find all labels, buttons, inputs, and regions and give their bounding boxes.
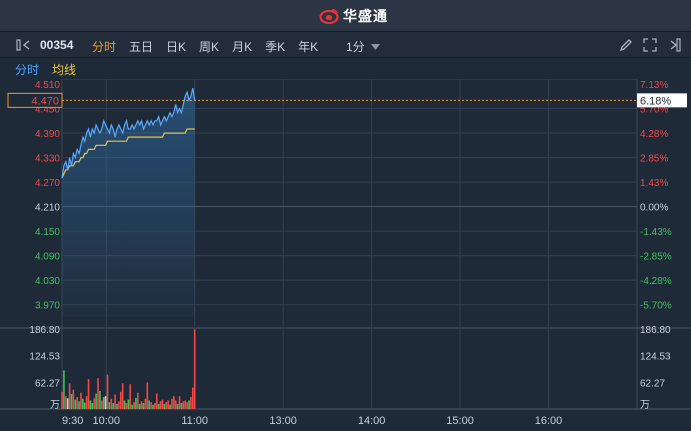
volume-unit-label-right: 万 <box>640 400 650 411</box>
time-tick-label: 15:00 <box>446 415 474 427</box>
pct-tick-label: -2.85% <box>640 252 672 263</box>
pct-tick-label: 4.28% <box>640 129 668 140</box>
avg-price-line <box>61 128 195 179</box>
time-tick-label: 16:00 <box>535 415 563 427</box>
period-tabs: 分时 五日 日K 周K 月K 季K 年K <box>92 38 331 55</box>
stock-code: 00354 <box>40 38 74 52</box>
pct-tick-label: -1.43% <box>640 227 672 238</box>
time-tick-label: 11:00 <box>181 415 208 427</box>
time-tick-label: 14:00 <box>358 415 386 427</box>
volume-tick-label: 62.27 <box>35 378 60 389</box>
volume-tick-label-right: 62.27 <box>640 378 665 389</box>
tab-daily-k[interactable]: 日K <box>166 40 187 54</box>
tab-yearly-k[interactable]: 年K <box>298 40 319 54</box>
time-tick-label: 13:00 <box>269 415 297 427</box>
price-tick-label: 4.510 <box>35 80 60 91</box>
tab-quarterly-k[interactable]: 季K <box>265 40 286 54</box>
price-line <box>61 87 196 179</box>
tab-five-day[interactable]: 五日 <box>129 40 154 54</box>
pct-tick-label: -5.70% <box>640 301 672 312</box>
pct-tick-label: 2.85% <box>640 154 668 165</box>
price-tick-label: 3.970 <box>35 301 60 312</box>
current-pct-tag <box>637 93 687 108</box>
pct-tick-label: 7.13% <box>640 80 668 91</box>
current-price-tag <box>7 92 63 108</box>
brand: 华盛通 <box>319 7 388 25</box>
price-tick-label: 4.270 <box>35 178 60 189</box>
price-tick-label: 4.450 <box>35 105 60 116</box>
price-tick-label: 4.390 <box>35 129 60 140</box>
collapse-panel-icon[interactable] <box>16 39 32 51</box>
pct-tick-label: 1.43% <box>640 178 668 189</box>
brand-name: 华盛通 <box>343 8 388 24</box>
intraday-chart[interactable]: 4.510 4.450 4.390 4.330 4.270 4.210 4.150 4.090… <box>0 79 691 431</box>
brand-logo-icon <box>319 8 339 24</box>
price-tick-label: 4.090 <box>35 252 60 263</box>
volume-tick-label-right: 124.53 <box>640 352 671 363</box>
volume-unit-label: 万 <box>50 400 60 411</box>
volume-tick-label-right: 186.80 <box>640 325 671 336</box>
pct-tick-label: 5.70% <box>640 105 668 116</box>
mode-label: 分时 <box>15 63 40 77</box>
volume-tick-label: 186.80 <box>29 325 60 336</box>
volume-tick-label: 124.53 <box>29 352 60 363</box>
fullscreen-icon[interactable] <box>643 38 657 52</box>
interval-select[interactable]: 1分 <box>346 38 380 55</box>
tab-weekly-k[interactable]: 周K <box>199 40 220 54</box>
draw-pencil-icon[interactable] <box>619 38 633 52</box>
title-bar: 华盛通 <box>0 0 691 32</box>
interval-value: 1分 <box>346 40 365 54</box>
avg-line-label: 均线 <box>52 63 77 77</box>
current-pct-value: 6.18% <box>640 95 671 107</box>
chevron-down-icon <box>370 43 380 50</box>
intraday-chart-canvas[interactable]: 4.510 4.450 4.390 4.330 4.270 4.210 4.150 4.090… <box>0 79 691 431</box>
time-tick-label: 10:00 <box>92 415 120 427</box>
toolbar-actions <box>609 38 681 52</box>
price-tick-label: 4.330 <box>35 154 60 165</box>
tab-intraday[interactable]: 分时 <box>92 40 117 54</box>
tab-monthly-k[interactable]: 月K <box>232 40 253 54</box>
price-area <box>62 88 195 317</box>
time-tick-label: 9:30 <box>62 415 83 427</box>
chart-toolbar: 00354 分时 五日 日K 周K 月K 季K 年K 1分 <box>0 32 691 58</box>
current-price-value: 4.470 <box>31 95 59 107</box>
price-tick-label: 4.030 <box>35 276 60 287</box>
pct-tick-label: -4.28% <box>640 276 672 287</box>
side-panel-icon[interactable] <box>667 38 681 52</box>
indicator-legend: 分时 均线 <box>0 58 691 79</box>
price-tick-label: 4.150 <box>35 227 60 238</box>
price-tick-label: 4.210 <box>35 203 60 214</box>
pct-tick-label: 0.00% <box>640 203 668 214</box>
